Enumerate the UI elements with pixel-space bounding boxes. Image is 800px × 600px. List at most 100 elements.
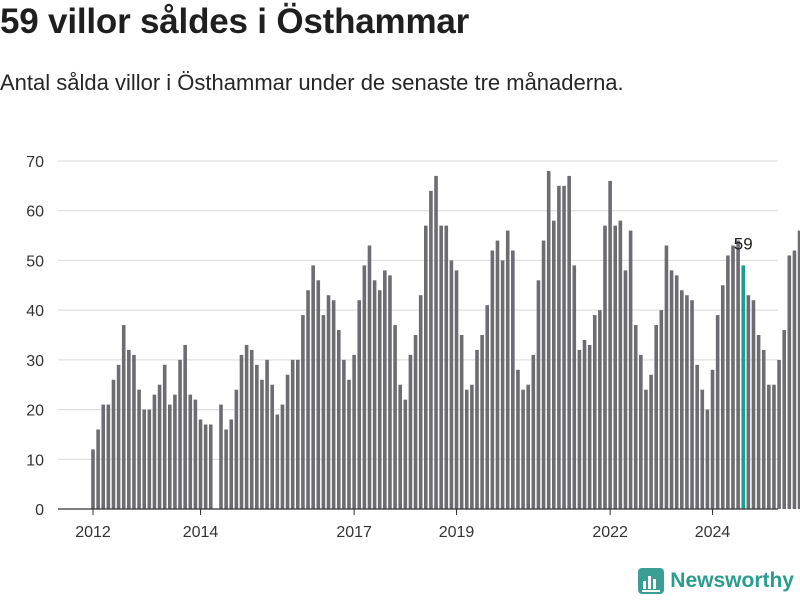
- bar: [101, 404, 106, 509]
- bar: [587, 344, 592, 509]
- bar: [577, 349, 582, 509]
- bar: [413, 335, 418, 509]
- bar: [116, 364, 121, 509]
- bar: [331, 300, 336, 509]
- bar: [541, 240, 546, 510]
- bar: [756, 335, 761, 509]
- bar: [285, 374, 290, 509]
- bar: [188, 394, 193, 509]
- bar: [127, 349, 131, 509]
- bar: [239, 354, 244, 509]
- bar: [669, 270, 674, 509]
- bar: [731, 245, 735, 509]
- bar: [516, 369, 520, 509]
- bar: [290, 359, 295, 509]
- x-tick-label: 2012: [75, 524, 111, 541]
- bar: [336, 330, 341, 509]
- bar: [797, 230, 800, 509]
- bar: [418, 295, 423, 509]
- bar: [424, 225, 428, 509]
- x-tick-label: 2017: [336, 524, 372, 541]
- bar: [311, 265, 315, 509]
- bar: [229, 419, 234, 509]
- bar: [557, 185, 561, 509]
- bar: [388, 275, 392, 509]
- bar: [690, 300, 694, 509]
- bar: [357, 300, 362, 509]
- bar: [398, 384, 402, 509]
- bar: [321, 315, 326, 509]
- bar: [168, 404, 172, 509]
- bar: [531, 354, 536, 509]
- bar: [137, 389, 141, 509]
- bar: [654, 325, 658, 509]
- x-tick-label: 2024: [695, 524, 731, 541]
- bar: [147, 409, 152, 509]
- bar: [746, 295, 751, 509]
- bar: [608, 180, 612, 509]
- y-tick-label: 70: [26, 154, 44, 171]
- bar: [726, 255, 730, 509]
- bar: [408, 354, 413, 509]
- bar: [511, 250, 515, 509]
- bar: [664, 245, 669, 509]
- bar: [623, 270, 628, 509]
- bar: [429, 190, 433, 510]
- bar: [449, 260, 454, 509]
- bar: [203, 424, 208, 509]
- bar: [772, 384, 776, 509]
- brand-logo: Newsworthy: [638, 568, 794, 594]
- bar: [111, 379, 116, 509]
- bar: [255, 364, 259, 509]
- newsworthy-logo-icon: [638, 568, 665, 594]
- y-tick-label: 40: [26, 303, 44, 320]
- bar: [715, 315, 720, 509]
- bar: [91, 449, 95, 509]
- bar: [705, 409, 710, 509]
- bar: [618, 220, 623, 509]
- bar: [680, 290, 684, 509]
- bar: [644, 389, 648, 509]
- bar: [198, 419, 203, 509]
- bar: [275, 414, 280, 509]
- bar: [444, 225, 449, 509]
- bar: [383, 270, 387, 509]
- bar: [500, 260, 505, 509]
- bar: [249, 349, 254, 509]
- bar: [270, 384, 274, 509]
- bar: [572, 265, 577, 509]
- y-tick-label: 20: [26, 403, 44, 420]
- bar: [674, 275, 679, 509]
- bar: [178, 359, 182, 509]
- bar: [787, 255, 792, 509]
- bar: [710, 369, 715, 509]
- bar: [685, 295, 689, 509]
- bar: [301, 315, 305, 509]
- y-tick-label: 10: [26, 452, 44, 469]
- bar: [224, 429, 228, 509]
- bar: [362, 265, 367, 509]
- y-tick-label: 0: [35, 502, 44, 519]
- bar: [613, 225, 618, 509]
- bar: [157, 384, 162, 509]
- bar: [372, 280, 377, 509]
- bar: [219, 404, 223, 509]
- brand-name: Newsworthy: [670, 569, 794, 592]
- bar: [459, 335, 464, 509]
- bar: [393, 325, 397, 509]
- bar: [142, 409, 146, 509]
- x-tick-label: 2019: [439, 524, 475, 541]
- bar: [306, 290, 310, 509]
- bar: [526, 384, 530, 509]
- bar: [403, 399, 408, 509]
- bar: [234, 389, 239, 509]
- y-tick-label: 50: [26, 253, 44, 270]
- bar: [434, 175, 438, 509]
- bar: [777, 359, 781, 509]
- bar: [280, 404, 285, 509]
- bar: [628, 230, 633, 509]
- bar: [700, 389, 705, 509]
- bar: [792, 250, 797, 509]
- bar: [592, 315, 597, 509]
